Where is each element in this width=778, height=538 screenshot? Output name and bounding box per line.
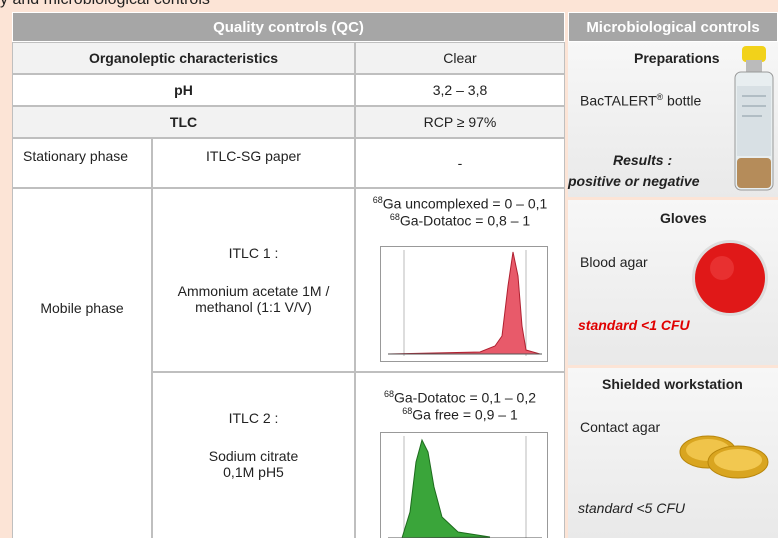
gloves-panel: Gloves Blood agar standard <1 CFU <box>568 200 778 365</box>
result-text: Ga free = 0,9 – 1 <box>412 406 517 422</box>
itlc-name: ITLC 1 : <box>229 245 279 261</box>
row-label: TLC <box>12 106 355 138</box>
row-label: Stationary phase <box>12 138 152 188</box>
panel-item: Contact agar <box>580 419 660 435</box>
isotope: 68 <box>390 212 400 222</box>
panel-item: Blood agar <box>580 254 648 270</box>
chromatogram-green <box>380 432 548 538</box>
contact-agar-image <box>676 430 776 480</box>
preparations-panel: Preparations BacTALERT® bottle Results :… <box>568 42 778 197</box>
standard: standard <1 CFU <box>578 317 690 333</box>
item-text: BacTALERT <box>580 93 657 109</box>
row-label: Organoleptic characteristics <box>12 42 355 74</box>
row-value: Clear <box>355 42 565 74</box>
panel-title: Gloves <box>660 210 707 226</box>
panel-title: Preparations <box>634 50 720 66</box>
row-label: pH <box>12 74 355 106</box>
isotope: 68 <box>402 406 412 416</box>
micro-header: Microbiological controls <box>568 12 778 42</box>
result-text: Ga uncomplexed = 0 – 0,1 <box>383 196 548 212</box>
row-label: Mobile phase <box>12 188 152 538</box>
results-title: Results : <box>613 152 672 168</box>
item-suffix: bottle <box>663 93 701 109</box>
result-text: Ga-Dotatoc = 0,8 – 1 <box>400 212 530 228</box>
bottle-image <box>732 46 776 194</box>
itlc-solvent: Sodium citrate 0,1M pH5 <box>204 448 304 480</box>
panel-item: BacTALERT® bottle <box>580 92 701 109</box>
result: 68Ga uncomplexed = 0 – 0,1 <box>373 195 548 212</box>
row-value: 3,2 – 3,8 <box>355 74 565 106</box>
result: 68Ga-Dotatoc = 0,1 – 0,2 <box>384 389 536 406</box>
row-value: RCP ≥ 97% <box>355 106 565 138</box>
result-text: Ga-Dotatoc = 0,1 – 0,2 <box>394 390 536 406</box>
isotope: 68 <box>373 195 383 205</box>
isotope: 68 <box>384 389 394 399</box>
blood-agar-image <box>690 238 770 318</box>
results-text: positive or negative <box>568 173 699 189</box>
result: 68Ga free = 0,9 – 1 <box>402 406 517 423</box>
result: 68Ga-Dotatoc = 0,8 – 1 <box>390 212 530 229</box>
cut-title: y and microbiological controls <box>0 0 210 9</box>
itlc-cell: ITLC 1 : Ammonium acetate 1M / methanol … <box>152 188 355 372</box>
qc-header: Quality controls (QC) <box>12 12 565 42</box>
row-method: ITLC-SG paper <box>152 138 355 188</box>
itlc-solvent: Ammonium acetate 1M / methanol (1:1 V/V) <box>173 283 334 315</box>
workstation-panel: Shielded workstation Contact agar standa… <box>568 368 778 538</box>
page: y and microbiological controls Quality c… <box>0 0 778 538</box>
itlc-name: ITLC 2 : <box>229 410 279 426</box>
standard: standard <5 CFU <box>578 500 685 516</box>
panel-title: Shielded workstation <box>602 376 743 392</box>
row-value: - <box>355 138 565 188</box>
itlc-cell: ITLC 2 : Sodium citrate 0,1M pH5 <box>152 372 355 538</box>
chromatogram-red <box>380 246 548 362</box>
